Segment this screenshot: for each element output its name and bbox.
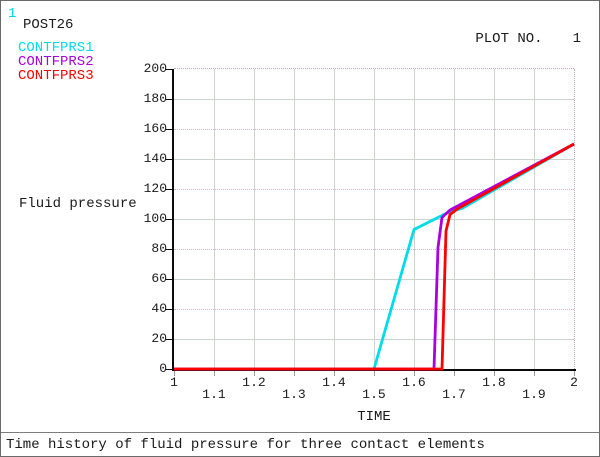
plot-border-right <box>574 69 575 369</box>
x-tick-mark <box>174 371 175 376</box>
x-tick-label: 1.8 <box>482 375 506 390</box>
y-tick-label: 180 <box>143 91 167 106</box>
y-tick-mark <box>166 339 172 340</box>
legend-item: CONTFPRS1 <box>18 40 94 56</box>
y-axis-line <box>172 69 174 371</box>
y-tick-label: 120 <box>143 181 167 196</box>
legend-item: CONTFPRS3 <box>18 68 94 84</box>
x-tick-mark <box>294 371 295 376</box>
x-tick-label: 1.2 <box>242 375 266 390</box>
y-tick-mark <box>166 189 172 190</box>
x-tick-mark <box>454 371 455 376</box>
y-tick-label: 200 <box>143 61 167 76</box>
y-tick-mark <box>166 369 172 370</box>
y-tick-label: 140 <box>143 151 167 166</box>
v-gridline <box>494 69 495 369</box>
caption-divider <box>1 432 599 433</box>
y-tick-mark <box>166 219 172 220</box>
y-tick-label: 0 <box>159 361 167 376</box>
plot-border-top <box>174 68 574 69</box>
x-tick-mark <box>534 371 535 376</box>
caption: Time history of fluid pressure for three… <box>6 437 485 453</box>
x-tick-label: 1.7 <box>442 387 466 402</box>
y-tick-mark <box>166 249 172 250</box>
legend: CONTFPRS1 CONTFPRS2 CONTFPRS3 <box>18 41 94 83</box>
y-tick-mark <box>166 279 172 280</box>
plot-number-label: PLOT NO. <box>475 31 543 47</box>
v-gridline <box>254 69 255 369</box>
x-tick-label: 1 <box>170 375 178 390</box>
x-tick-label: 1.5 <box>362 387 386 402</box>
y-axis-title: Fluid pressure <box>19 196 137 212</box>
x-tick-mark <box>334 371 335 376</box>
y-tick-mark <box>166 99 172 100</box>
y-tick-label: 100 <box>143 211 167 226</box>
v-gridline <box>414 69 415 369</box>
x-tick-mark <box>574 371 575 376</box>
post26-label: POST26 <box>23 17 74 33</box>
plot-grid <box>174 69 574 369</box>
legend-item: CONTFPRS2 <box>18 54 94 70</box>
x-tick-label: 1.6 <box>402 375 426 390</box>
window-number-badge: 1 <box>8 6 17 22</box>
v-gridline <box>374 69 375 369</box>
x-tick-label: 2 <box>570 375 578 390</box>
x-tick-label: 1.3 <box>282 387 306 402</box>
x-tick-mark <box>214 371 215 376</box>
x-tick-mark <box>414 371 415 376</box>
plot-number: PLOT NO. 1 <box>475 31 581 47</box>
x-tick-mark <box>374 371 375 376</box>
v-gridline <box>454 69 455 369</box>
v-gridline <box>214 69 215 369</box>
x-tick-label: 1.4 <box>322 375 346 390</box>
v-gridline <box>534 69 535 369</box>
y-tick-label: 60 <box>151 271 167 286</box>
x-tick-mark <box>494 371 495 376</box>
y-tick-label: 40 <box>151 301 167 316</box>
v-gridline <box>294 69 295 369</box>
y-tick-mark <box>166 129 172 130</box>
x-tick-mark <box>254 371 255 376</box>
series-line-contfprs3 <box>174 142 575 371</box>
x-axis-title: TIME <box>357 409 391 425</box>
y-tick-label: 20 <box>151 331 167 346</box>
v-gridline <box>334 69 335 369</box>
y-tick-mark <box>166 309 172 310</box>
x-tick-label: 1.1 <box>202 387 226 402</box>
y-tick-mark <box>166 159 172 160</box>
plot-number-value: 1 <box>572 31 581 47</box>
series-layer <box>174 142 575 371</box>
y-tick-label: 160 <box>143 121 167 136</box>
y-tick-mark <box>166 69 172 70</box>
x-tick-label: 1.9 <box>522 387 546 402</box>
y-tick-label: 80 <box>151 241 167 256</box>
